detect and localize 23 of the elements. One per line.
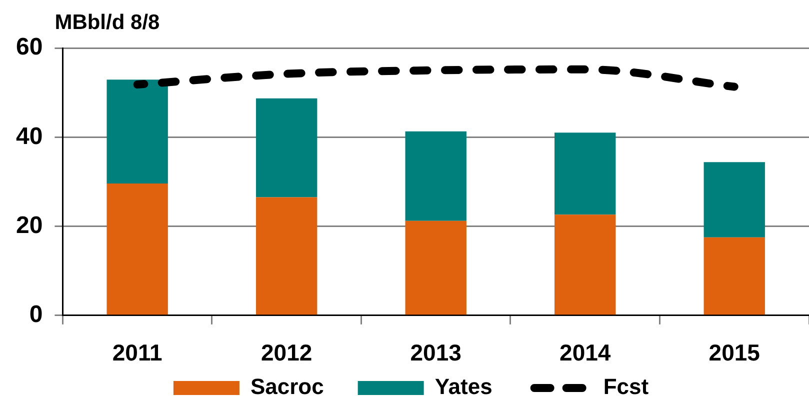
x-tick-label: 2015 — [708, 340, 760, 366]
bar — [405, 220, 466, 315]
legend-label: Sacroc — [250, 374, 324, 400]
y-tick-label: 0 — [29, 301, 43, 328]
y-tick-label: 60 — [16, 34, 43, 61]
y-tick-label: 40 — [16, 122, 43, 150]
x-tick-label: 2014 — [560, 340, 611, 366]
bar — [554, 214, 616, 315]
x-tick-label: 2013 — [410, 340, 462, 366]
bar — [256, 98, 318, 198]
bar — [256, 197, 318, 315]
y-axis-title: MBbl/d 8/8 — [54, 10, 160, 34]
bar — [704, 162, 765, 238]
bar — [554, 132, 616, 215]
x-tick-label: 2012 — [261, 340, 312, 366]
x-tick-label: 2011 — [112, 340, 162, 366]
bar — [106, 80, 168, 184]
bar — [106, 183, 168, 315]
bar — [405, 131, 466, 221]
y-tick-label: 20 — [16, 212, 43, 239]
legend-label: Fcst — [603, 374, 650, 400]
legend-label: Yates — [434, 374, 492, 400]
bar — [704, 237, 765, 315]
